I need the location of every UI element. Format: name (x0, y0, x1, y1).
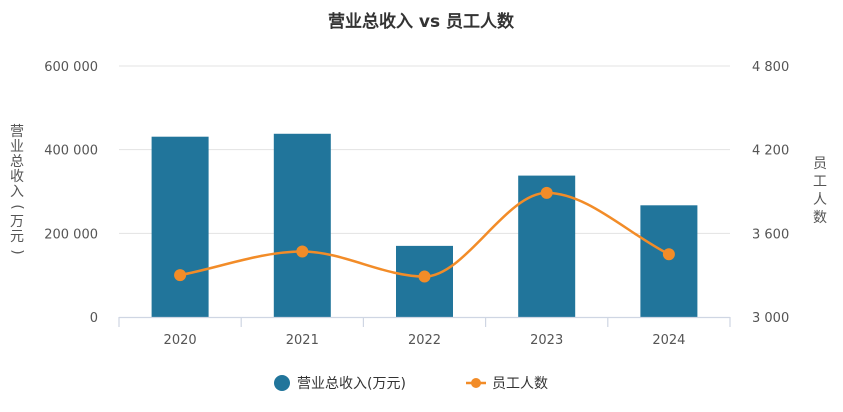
y-right-tick-label: 4 800 (752, 60, 789, 75)
axis-title-char: 数 (813, 210, 827, 226)
axis-title-char: 员 (813, 156, 827, 172)
bar-2020[interactable] (151, 136, 209, 317)
axis-title-char: 入 (10, 184, 24, 200)
legend-employees-label[interactable]: 员工人数 (492, 376, 548, 392)
y-left-tick-label: 600 000 (44, 60, 98, 75)
x-tick-label: 2023 (530, 333, 563, 348)
y-axis-right-ticks: 3 000 3 600 4 200 4 800 (752, 60, 789, 326)
legend[interactable]: 营业总收入(万元) 员工人数 (274, 375, 548, 392)
y-left-tick-label: 200 000 (44, 227, 98, 242)
y-left-tick-label: 400 000 (44, 144, 98, 159)
chart-title: 营业总收入 vs 员工人数 (328, 11, 515, 32)
y-axis-right-title: 员工人数 (813, 156, 827, 226)
employees-point-2022[interactable] (418, 270, 431, 283)
axis-title-char: 万 (10, 214, 24, 230)
employees-point-2021[interactable] (296, 245, 309, 258)
axis-title-char: ) (9, 249, 25, 254)
legend-revenue-marker[interactable] (274, 375, 290, 391)
axis-title-char: 收 (10, 169, 24, 185)
axis-title-char: 总 (10, 154, 24, 170)
employees-point-2020[interactable] (174, 269, 187, 282)
y-axis-left-ticks: 0 200 000 400 000 600 000 (44, 60, 98, 326)
y-right-tick-label: 3 600 (752, 227, 789, 242)
axis-title-char: 工 (813, 174, 827, 190)
axis-title-char: ( (9, 204, 25, 209)
employees-point-2023[interactable] (540, 186, 553, 199)
bar-series (151, 133, 698, 317)
axis-title-char: 人 (813, 192, 827, 208)
x-tick-label: 2022 (408, 333, 441, 348)
x-axis: 2020 2021 2022 2023 2024 (118, 316, 731, 348)
y-right-tick-label: 4 200 (752, 144, 789, 159)
axis-title-char: 业 (10, 139, 24, 155)
x-tick-label: 2021 (286, 333, 319, 348)
bar-2024[interactable] (640, 205, 698, 317)
legend-employees-marker[interactable] (471, 378, 481, 388)
y-axis-left-title: 营业总收入 ( 万元) (9, 124, 25, 255)
legend-revenue-label[interactable]: 营业总收入(万元) (297, 376, 406, 392)
axis-title-char: 营 (10, 124, 24, 140)
axis-title-char: 元 (10, 229, 24, 245)
line-series (174, 186, 675, 283)
x-tick-label: 2024 (652, 333, 685, 348)
bar-2021[interactable] (273, 133, 331, 317)
y-left-tick-label: 0 (90, 311, 98, 326)
y-right-tick-label: 3 000 (752, 311, 789, 326)
employees-point-2024[interactable] (662, 248, 675, 261)
x-tick-label: 2020 (164, 333, 197, 348)
gridlines (119, 65, 730, 234)
